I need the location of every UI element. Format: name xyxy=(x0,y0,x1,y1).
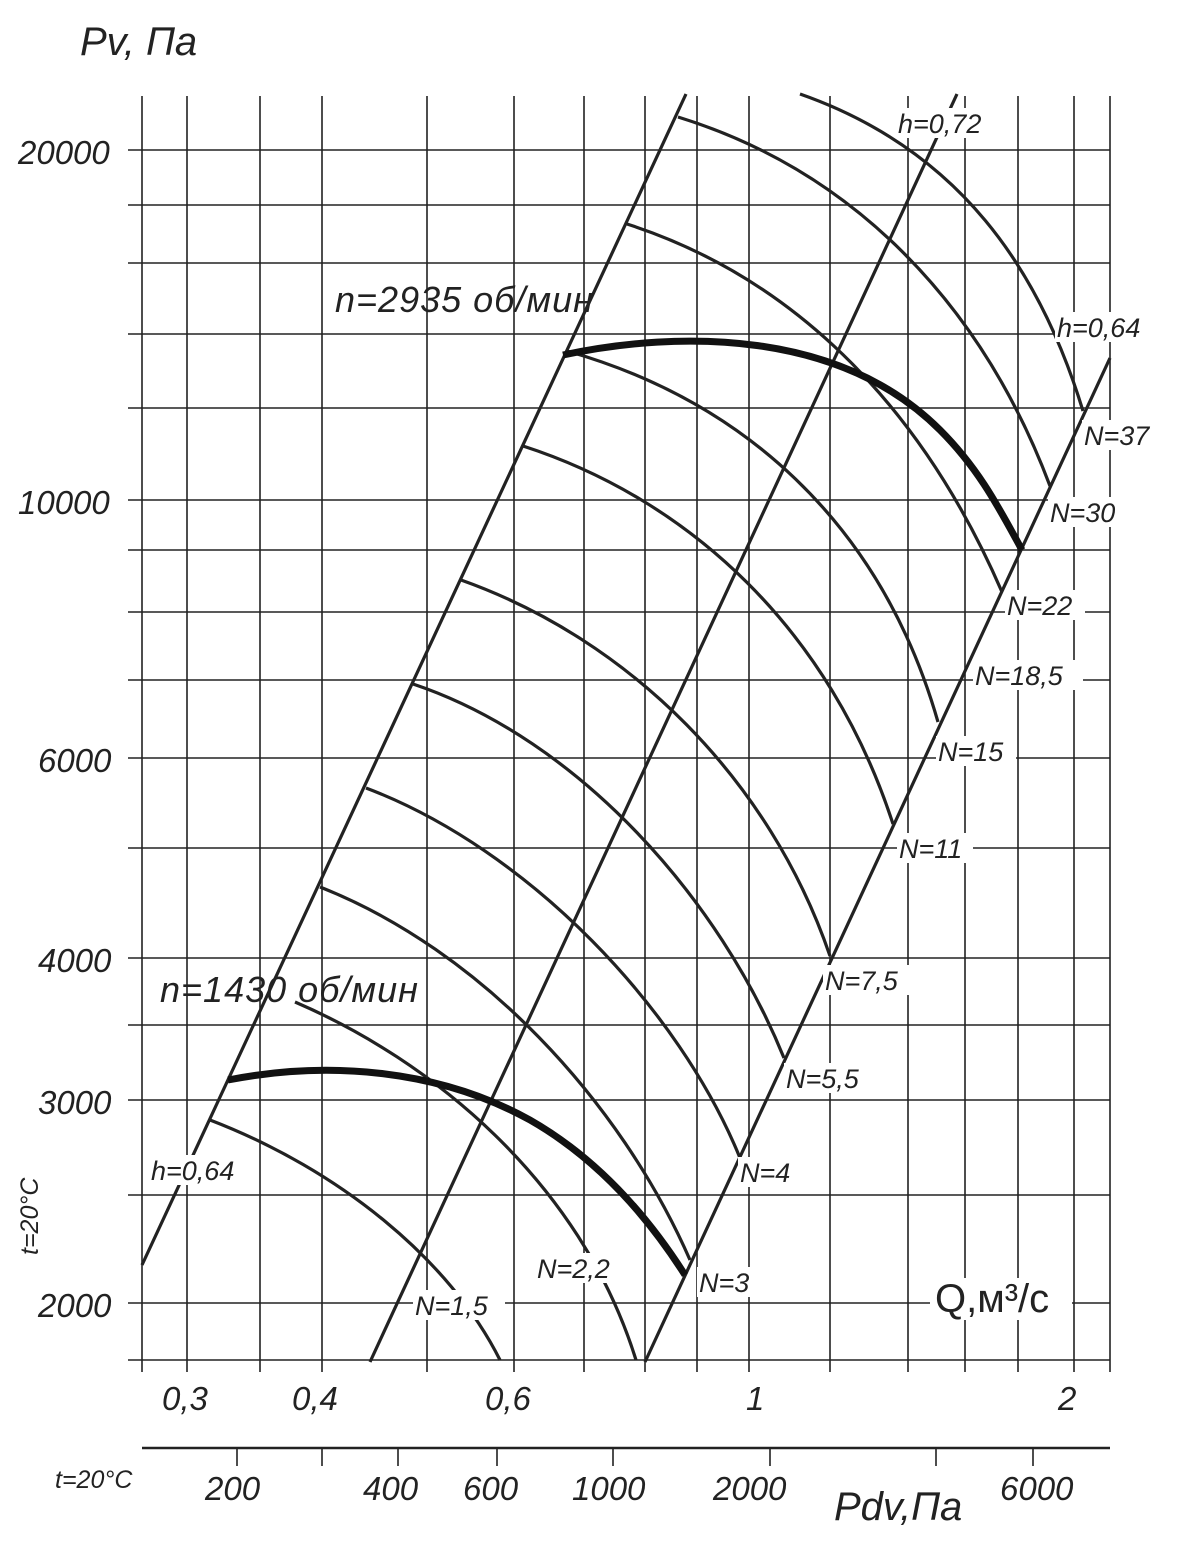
x-tick-label: 2 xyxy=(1057,1380,1076,1417)
power-label: N=11 xyxy=(899,834,962,864)
x-tick-label: 0,4 xyxy=(292,1380,338,1417)
y-tick-label: 4000 xyxy=(38,942,112,979)
pdv-tick-label: 600 xyxy=(463,1470,519,1507)
y-axis-title: Pv, Па xyxy=(80,20,197,64)
vertical-grid xyxy=(141,96,1111,1372)
curve-n-1-5 xyxy=(209,1118,502,1361)
efficiency-line-left xyxy=(140,93,688,1266)
y-tick-label: 2000 xyxy=(37,1287,112,1324)
y-tick-label: 20000 xyxy=(17,134,110,171)
efficiency-label-072: h=0,72 xyxy=(898,109,981,139)
pdv-axis-title: Pdv,Па xyxy=(834,1485,962,1529)
efficiency-label-064-top: h=0,64 xyxy=(1057,313,1140,343)
efficiency-line-right xyxy=(643,357,1112,1363)
power-label: N=37 xyxy=(1084,421,1150,451)
efficiency-lines xyxy=(140,93,1112,1363)
curve-n-18-5 xyxy=(566,349,940,723)
x-tick-label: 1 xyxy=(746,1380,764,1417)
curve-n-30 xyxy=(677,115,1052,487)
curve-n-7-5 xyxy=(412,682,786,1059)
power-label: N=30 xyxy=(1050,498,1115,528)
y-tick-labels: 20000 10000 6000 4000 3000 2000 xyxy=(17,134,112,1324)
efficiency-label-064-bottom: h=0,64 xyxy=(151,1156,234,1186)
power-label: N=22 xyxy=(1007,591,1072,621)
pdv-tick-label: 6000 xyxy=(1000,1470,1074,1507)
power-label: N=5,5 xyxy=(786,1064,860,1094)
pdv-tick-label: 1000 xyxy=(572,1470,646,1507)
curve-n-2-2 xyxy=(294,1000,638,1361)
x-tick-label: 0,6 xyxy=(485,1380,532,1417)
x-axis-title: Q,м³/с xyxy=(935,1277,1049,1321)
x-tick-label: 0,3 xyxy=(162,1380,209,1417)
power-label: N=7,5 xyxy=(825,966,899,996)
curve-n-37 xyxy=(799,92,1085,412)
efficiency-line-middle xyxy=(368,93,959,1363)
curve-n-4 xyxy=(319,885,692,1261)
pdv-tick-label: 400 xyxy=(363,1470,419,1507)
power-label: N=1,5 xyxy=(415,1291,489,1321)
power-label: N=4 xyxy=(740,1158,790,1188)
temperature-label-left: t=20°C xyxy=(16,1177,44,1255)
label-backdrop xyxy=(896,108,1000,138)
y-tick-label: 3000 xyxy=(38,1084,112,1121)
y-tick-label: 6000 xyxy=(38,742,112,779)
curve-n-5-5 xyxy=(365,786,742,1159)
power-label: N=18,5 xyxy=(975,661,1064,691)
curve-n-22 xyxy=(626,222,1004,593)
pdv-tick-labels: 200 400 600 1000 2000 6000 xyxy=(204,1470,1074,1507)
speed-label-2935: n=2935 об/мин xyxy=(335,279,594,320)
curve-n-2935 xyxy=(562,337,1026,552)
pdv-tick-label: 200 xyxy=(204,1470,261,1507)
temperature-label-bottom: t=20°C xyxy=(55,1466,133,1494)
curve-n-15 xyxy=(522,444,895,825)
power-curves xyxy=(209,92,1085,1361)
y-tick-label: 10000 xyxy=(18,484,110,521)
pdv-tick-label: 2000 xyxy=(712,1470,787,1507)
power-label: N=3 xyxy=(699,1268,749,1298)
label-backdrop xyxy=(1055,312,1159,342)
speed-label-1430: n=1430 об/мин xyxy=(160,969,419,1010)
curve-n-1430 xyxy=(227,1066,688,1277)
speed-curves xyxy=(227,337,1026,1277)
q-label-backdrop xyxy=(930,1278,1072,1320)
power-label: N=2,2 xyxy=(537,1254,610,1284)
power-label: N=15 xyxy=(938,737,1004,767)
pdv-axis xyxy=(142,1446,1110,1466)
x-tick-labels: 0,3 0,4 0,6 1 2 xyxy=(162,1380,1076,1417)
label-backdrop xyxy=(149,1155,253,1185)
power-labels: N=37 N=30 N=22 N=18,5 N=15 N=11 N=7,5 N=… xyxy=(413,420,1162,1321)
curve-n-11 xyxy=(460,578,832,957)
